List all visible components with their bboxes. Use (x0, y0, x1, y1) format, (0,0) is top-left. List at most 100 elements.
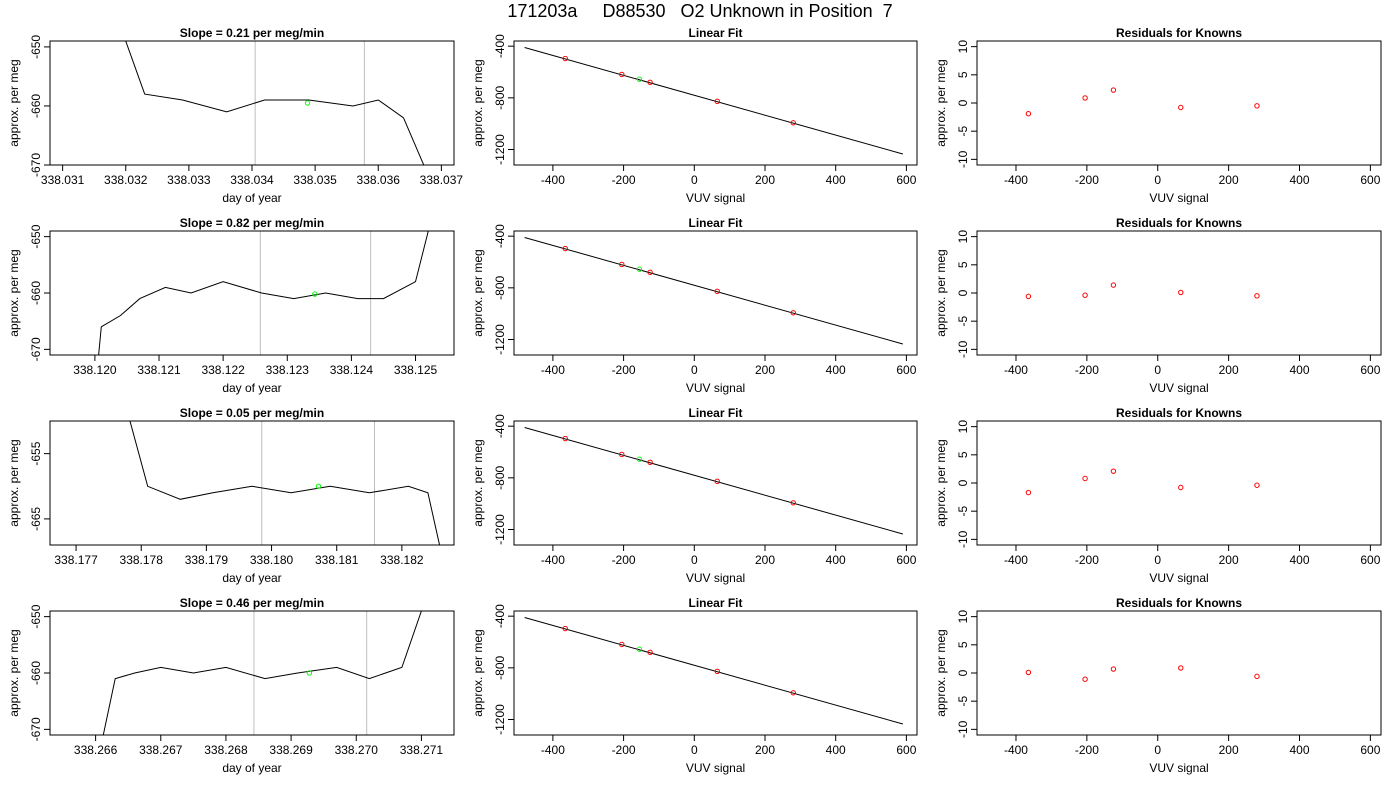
x-tick-label: -200 (1075, 363, 1099, 377)
y-tick-label: -5 (956, 696, 970, 707)
known-point (1082, 292, 1088, 298)
x-tick-label: 600 (896, 743, 916, 757)
chart-title: Linear Fit (688, 26, 742, 40)
fit-line (524, 236, 903, 345)
known-point (1254, 103, 1260, 109)
plot-area (1025, 282, 1260, 300)
y-tick-label: -1200 (493, 704, 507, 735)
page-title: 171203a D88530 O2 Unknown in Position 7 (507, 1, 893, 21)
known-point (562, 245, 568, 252)
panel-3-2: Linear Fit -400 -200 0 200 400 600 -1200 -800 -40… (471, 406, 918, 585)
y-tick-label: -660 (29, 661, 43, 685)
chart-title: Linear Fit (688, 216, 742, 230)
known-point (790, 690, 796, 696)
panel-3-1: Slope = 0.05 per meg/min 338.177 338.178 33… (7, 406, 455, 585)
x-tick-label: 400 (1289, 173, 1309, 187)
x-axis-label: day of year (222, 191, 281, 205)
y-tick-label: -800 (493, 86, 507, 110)
panel-4-1: Slope = 0.46 per meg/min 338.266 338.267 33… (7, 596, 455, 775)
chart-title: Residuals for Knowns (1116, 26, 1242, 40)
y-tick-label: -1200 (493, 134, 507, 165)
chart-title: Linear Fit (688, 406, 742, 420)
x-tick-label: 200 (755, 173, 775, 187)
x-tick-label: 338.035 (293, 173, 337, 187)
x-tick-label: -200 (1075, 173, 1099, 187)
x-tick-label: -200 (612, 363, 636, 377)
fit-line (524, 426, 903, 535)
y-axis-label: approx. per meg (934, 629, 948, 716)
unknown-point (315, 483, 322, 489)
known-point (1254, 293, 1260, 299)
data-line (102, 611, 422, 735)
plot-frame (513, 40, 918, 166)
plot-area (524, 426, 903, 535)
panel-3-3: Residuals for Knowns -400 -200 0 200 400 600 -1… (934, 406, 1382, 585)
plot-area (524, 46, 903, 155)
x-tick-label: 400 (1289, 743, 1309, 757)
data-line (98, 231, 429, 355)
known-point (714, 478, 720, 485)
plot-frame (49, 40, 455, 166)
x-tick-label: 0 (691, 173, 698, 187)
y-axis-label: approx. per meg (934, 439, 948, 526)
x-tick-label: 338.181 (315, 553, 359, 567)
chart-title: Residuals for Knowns (1116, 406, 1242, 420)
x-tick-label: 338.267 (139, 743, 183, 757)
x-tick-label: -200 (1075, 553, 1099, 567)
x-axis-label: day of year (222, 571, 281, 585)
known-point (647, 269, 653, 276)
y-tick-label: -650 (29, 35, 43, 59)
x-tick-label: 338.033 (167, 173, 211, 187)
known-point (1178, 665, 1184, 671)
x-axis-label: VUV signal (686, 191, 745, 205)
known-point (1025, 489, 1032, 496)
plot-frame (513, 230, 918, 356)
y-axis-label: approx. per meg (934, 249, 948, 336)
x-tick-label: 338.182 (380, 553, 424, 567)
known-point (619, 451, 625, 458)
y-tick-label: 10 (956, 230, 970, 244)
y-axis-label: approx. per meg (471, 629, 485, 716)
x-tick-label: 338.122 (201, 363, 245, 377)
x-tick-label: -400 (541, 363, 565, 377)
x-axis-label: VUV signal (1149, 571, 1208, 585)
plot-area (102, 611, 422, 735)
chart-title: Linear Fit (688, 596, 742, 610)
panel-2-3: Residuals for Knowns -400 -200 0 200 400 600 -1… (934, 216, 1382, 395)
x-tick-label: 600 (896, 363, 916, 377)
known-point (790, 310, 796, 316)
known-point (1110, 282, 1117, 288)
chart-title: Slope = 0.82 per meg/min (180, 216, 324, 230)
x-tick-label: 400 (826, 743, 846, 757)
x-tick-label: 200 (755, 743, 775, 757)
y-tick-label: -800 (493, 656, 507, 680)
x-tick-label: 338.032 (104, 173, 148, 187)
plot-frame (976, 610, 1382, 736)
data-line (125, 41, 425, 165)
unknown-point (636, 266, 643, 272)
y-tick-label: -655 (29, 441, 43, 465)
known-point (1254, 673, 1260, 680)
known-point (1025, 293, 1032, 300)
known-point (619, 261, 625, 268)
y-tick-label: -1200 (493, 324, 507, 355)
y-tick-label: -10 (956, 340, 970, 358)
x-tick-label: -400 (1004, 363, 1028, 377)
known-point (562, 435, 568, 442)
panel-4-3: Residuals for Knowns -400 -200 0 200 400 600 -1… (934, 596, 1382, 775)
x-tick-label: 338.121 (137, 363, 181, 377)
known-point (790, 120, 796, 126)
chart-title: Slope = 0.05 per meg/min (180, 406, 324, 420)
x-tick-label: 338.269 (269, 743, 313, 757)
x-tick-label: 200 (1219, 743, 1239, 757)
y-tick-label: -400 (493, 224, 507, 248)
x-axis-label: VUV signal (686, 571, 745, 585)
x-tick-label: -400 (1004, 743, 1028, 757)
unknown-point (636, 646, 643, 652)
x-tick-label: 600 (1360, 173, 1380, 187)
y-tick-label: 0 (956, 669, 970, 676)
known-point (1110, 87, 1117, 93)
x-axis-label: day of year (222, 761, 281, 775)
y-tick-label: -670 (29, 337, 43, 361)
